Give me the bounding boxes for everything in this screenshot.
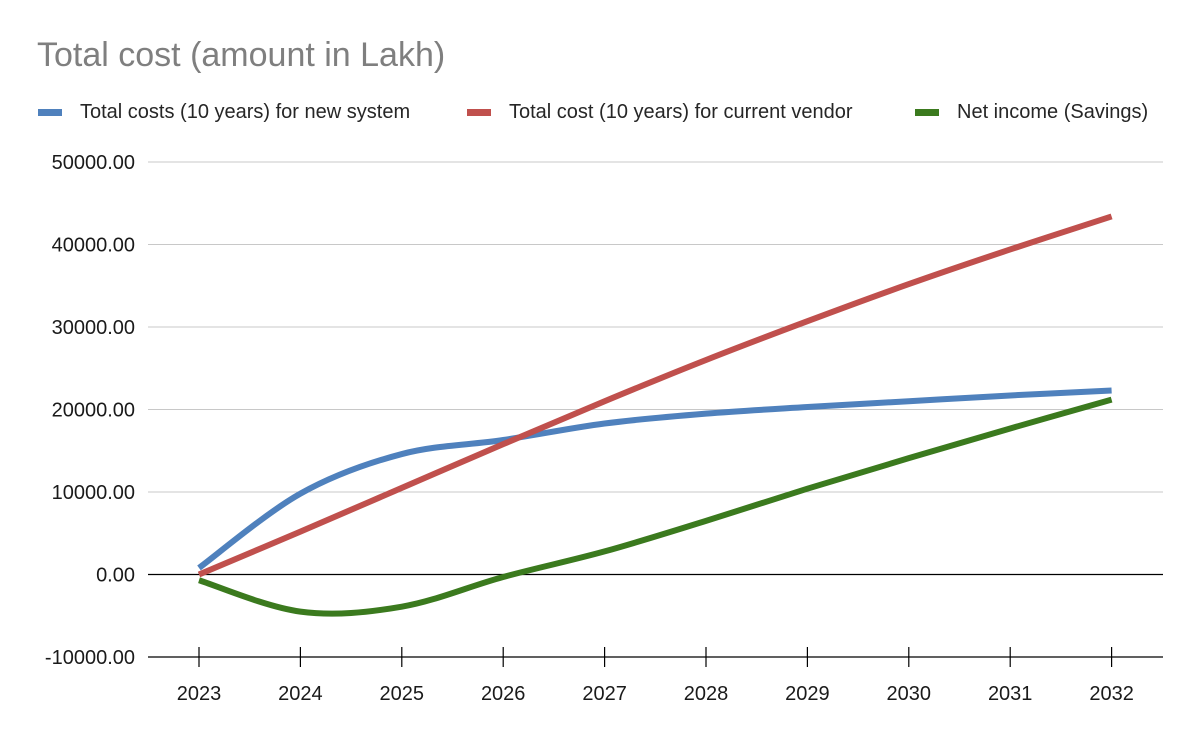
y-tick-label: 30000.00: [52, 317, 135, 339]
x-tick-label: 2031: [988, 683, 1033, 705]
legend-label-net-income: Net income (Savings): [957, 101, 1149, 123]
y-tick-label: 10000.00: [52, 482, 135, 504]
legend-label-current-vendor: Total cost (10 years) for current vendor: [509, 101, 853, 123]
y-tick-label: 40000.00: [52, 235, 135, 257]
legend-item-new-system: Total costs (10 years) for new system: [38, 101, 410, 124]
series-line-net-income: [198, 396, 1113, 617]
x-tick-label: 2023: [177, 683, 222, 705]
y-tick-label: 50000.00: [52, 152, 135, 174]
x-tick-label: 2028: [684, 683, 729, 705]
x-tick-label: 2025: [380, 683, 425, 705]
x-tick-label: 2026: [481, 683, 526, 705]
x-tick-label: 2030: [887, 683, 932, 705]
x-tick-label: 2032: [1089, 683, 1134, 705]
chart-title: Total cost (amount in Lakh): [37, 36, 446, 74]
x-tick-label: 2024: [278, 683, 323, 705]
series-line-new-system: [197, 387, 1112, 571]
legend-item-net-income: Net income (Savings): [915, 101, 1148, 124]
x-tick-label: 2029: [785, 683, 830, 705]
legend-swatch-net-income: [915, 109, 939, 116]
legend-swatch-current-vendor: [467, 109, 491, 116]
y-tick-label: 20000.00: [52, 400, 135, 422]
legend-label-new-system: Total costs (10 years) for new system: [80, 101, 411, 123]
x-tick-label: 2027: [582, 683, 627, 705]
legend-item-current-vendor: Total cost (10 years) for current vendor: [467, 101, 852, 124]
legend-swatch-new-system: [38, 109, 62, 116]
y-tick-label: -10000.00: [45, 647, 135, 669]
series-line-current-vendor: [197, 213, 1113, 578]
y-tick-label: 0.00: [96, 565, 135, 587]
